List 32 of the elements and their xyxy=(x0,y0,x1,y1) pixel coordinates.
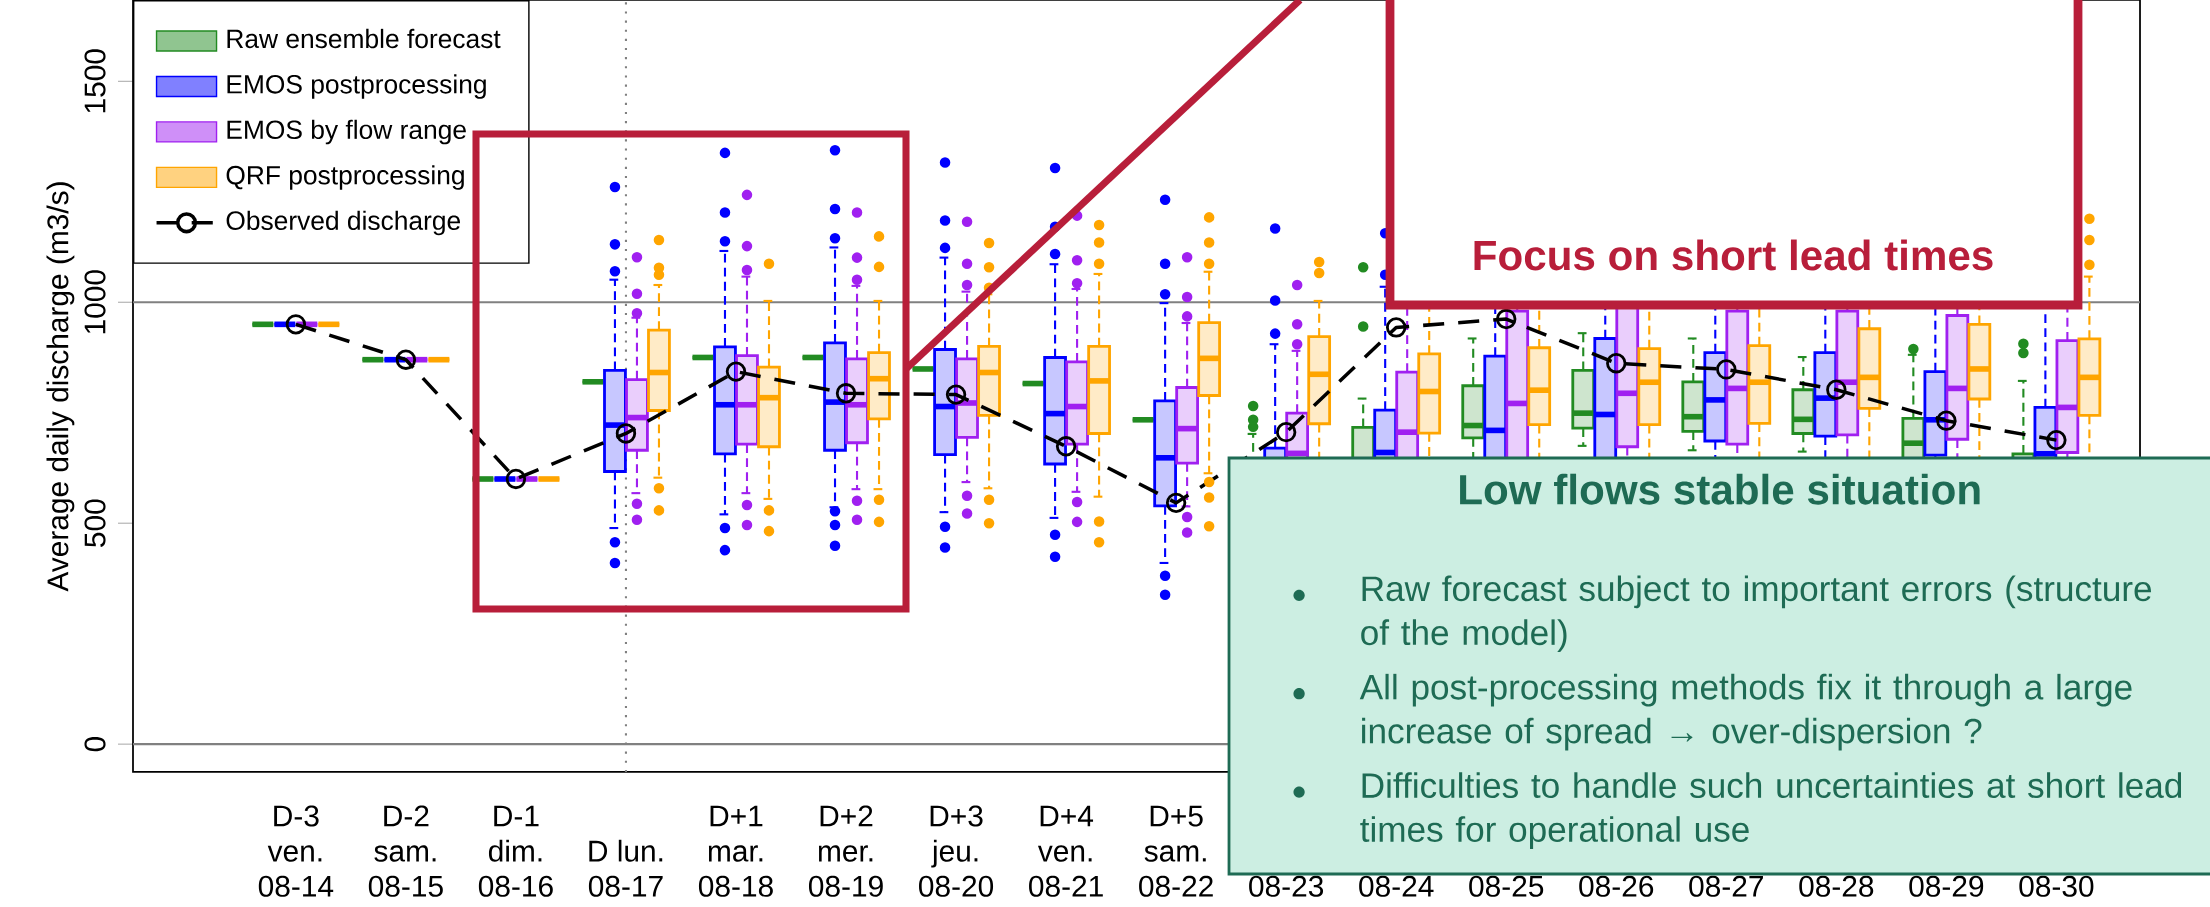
x-tick-label: 08-29 xyxy=(1909,875,1984,897)
text: Difficulties to handle such uncertainties at short lead times for operational use xyxy=(1360,772,2182,849)
legend-label: Observed discharge xyxy=(226,210,461,236)
annotation: Low flows stable situation xyxy=(1460,473,1980,505)
y-tick-label: 1500 xyxy=(84,49,106,113)
legend-label: EMOS by flow range xyxy=(227,119,466,145)
x-tick-label: D-2 sam. 08-15 xyxy=(368,805,443,897)
y-tick-label: 1000 xyxy=(84,270,106,334)
x-tick-label: 08-26 xyxy=(1579,875,1654,897)
x-tick-label: D-3 ven. 08-14 xyxy=(258,805,334,897)
x-tick-label: 08-25 xyxy=(1469,875,1544,897)
x-tick-label: 08-23 xyxy=(1249,875,1324,897)
x-tick-label: D+3 jeu. 08-20 xyxy=(919,805,994,897)
legend-label: EMOS postprocessing xyxy=(227,74,486,99)
x-tick-label: 08-28 xyxy=(1799,875,1874,897)
x-tick-label: D+2 mer. 08-19 xyxy=(808,805,883,897)
x-tick-label: D+1 mar. 08-18 xyxy=(698,805,773,897)
annotation: Focus on short lead times xyxy=(1474,239,1993,271)
annotation: All post-processing methods fix it through a large increase of spread → over-dispersion ? xyxy=(1359,673,2132,751)
x-tick-label: 08-24 xyxy=(1359,875,1434,897)
x-tick-label: D-1 dim. 08-16 xyxy=(478,805,553,897)
y-axis-title: Average daily discharge (m3/s) xyxy=(46,182,75,592)
legend-label: QRF postprocessing xyxy=(226,165,464,190)
x-tick-label: D lun. 08-17 xyxy=(588,839,663,897)
legend-label: Raw ensemble forecast xyxy=(227,28,501,49)
x-tick-label: D+4 ven. 08-21 xyxy=(1029,805,1103,897)
x-tick-label: D+5 sam. 08-22 xyxy=(1139,805,1213,897)
y-tick-label: 500 xyxy=(84,499,106,547)
annotation: Raw forecast subject to important errors (structure of the model) xyxy=(1361,575,2152,653)
x-tick-label: 08-30 xyxy=(2019,875,2094,897)
y-tick-label: 0 xyxy=(84,737,106,752)
x-tick-label: 08-27 xyxy=(1689,875,1763,897)
